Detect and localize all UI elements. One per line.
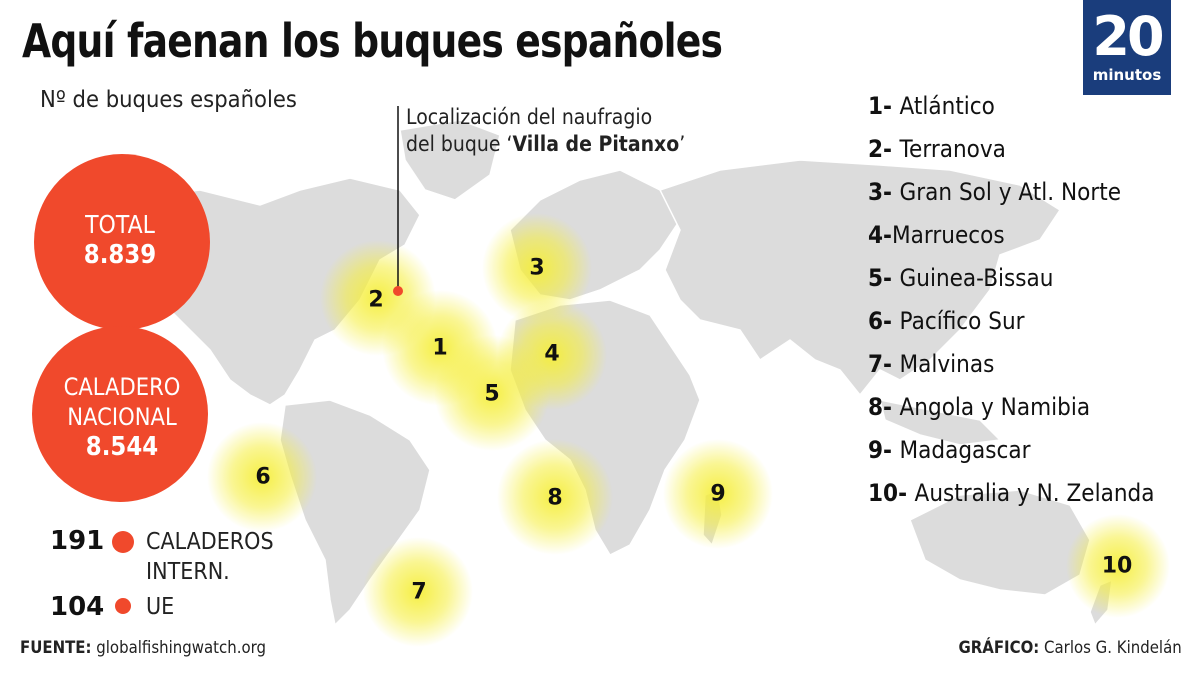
- source-footer: FUENTE: globalfishingwatch.org: [20, 638, 267, 658]
- zone-glow-2: [320, 240, 436, 356]
- nacional-label1: CALADERO: [63, 373, 181, 401]
- zone-glow-10: [1066, 514, 1170, 618]
- credit-footer: GRÁFICO: Carlos G. Kindelán: [958, 638, 1182, 658]
- nacional-value: 8.544: [85, 432, 159, 462]
- total-label-group: TOTAL 8.839: [50, 210, 191, 270]
- logo-number: 20: [1092, 5, 1164, 68]
- legend-item-10: 10- Australia y N. Zelanda: [868, 479, 1155, 507]
- zone-marker-5: 5: [484, 381, 500, 407]
- southeast-asia-islands: [878, 399, 1002, 446]
- zone-marker-6: 6: [255, 464, 271, 490]
- legend-item-6: 6- Pacífico Sur: [868, 307, 1025, 335]
- ship-name: Villa de Pitanxo: [512, 132, 680, 156]
- greenland-landmass: [399, 119, 501, 201]
- page-title: Aquí faenan los buques españoles: [22, 14, 723, 68]
- subtitle: Nº de buques españoles: [40, 87, 297, 113]
- zone-glows: [207, 213, 1170, 647]
- legend-item-5: 5- Guinea-Bissau: [868, 264, 1054, 292]
- zone-marker-7: 7: [411, 579, 427, 605]
- caladero-nacional-circle: [32, 326, 208, 502]
- internacional-label: CALADEROS INTERN.: [146, 529, 274, 585]
- logo-word: minutos: [1092, 66, 1162, 84]
- shipwreck-annotation: Localización del naufragio del buque ‘Vi…: [406, 104, 685, 158]
- zone-marker-1: 1: [432, 335, 448, 361]
- zone-marker-10: 10: [1101, 553, 1133, 579]
- legend-item-4: 4-Marruecos: [868, 221, 1005, 249]
- zone-marker-8: 8: [547, 485, 563, 511]
- 20minutos-logo: 20 minutos: [1083, 0, 1171, 95]
- ue-value: 104: [50, 592, 105, 622]
- asia-landmass: [658, 159, 1062, 397]
- legend-item-1: 1- Atlántico: [868, 92, 995, 120]
- ue-label: UE: [146, 594, 175, 620]
- zone-glow-3: [482, 213, 592, 323]
- zone-glow-5: [434, 335, 550, 451]
- legend-item-8: 8- Angola y Namibia: [868, 393, 1091, 421]
- zone-glow-7: [363, 537, 473, 647]
- legend-item-7: 7- Malvinas: [868, 350, 995, 378]
- total-circle: [34, 154, 210, 330]
- nacional-label2: NACIONAL: [67, 403, 177, 431]
- source-text: globalfishingwatch.org: [96, 638, 267, 658]
- zone-glow-6: [207, 422, 317, 532]
- zone-marker-3: 3: [529, 255, 545, 281]
- internacional-dot: [112, 531, 134, 553]
- zone-marker-9: 9: [710, 481, 726, 507]
- zone-marker-2: 2: [368, 287, 384, 313]
- internacional-value: 191: [50, 526, 105, 556]
- zone-marker-4: 4: [544, 341, 560, 367]
- nacional-label-group: CALADERO NACIONAL 8.544: [43, 372, 201, 462]
- legend-item-2: 2- Terranova: [868, 135, 1006, 163]
- zone-glow-9: [663, 439, 773, 549]
- legend-item-3: 3- Gran Sol y Atl. Norte: [868, 178, 1121, 206]
- credit-text: Carlos G. Kindelán: [1044, 638, 1182, 658]
- zone-legend: 1- Atlántico 2- Terranova 3- Gran Sol y …: [868, 88, 1186, 518]
- annotation-line1: Localización del naufragio: [406, 105, 653, 129]
- total-value: 8.839: [83, 240, 157, 270]
- ue-dot: [115, 598, 131, 614]
- annotation-line2: del buque ‘Villa de Pitanxo’: [406, 132, 686, 156]
- legend-item-9: 9- Madagascar: [868, 436, 1031, 464]
- shipwreck-location-dot: [393, 286, 403, 296]
- total-label: TOTAL: [85, 210, 155, 239]
- zone-glow-8: [497, 439, 613, 555]
